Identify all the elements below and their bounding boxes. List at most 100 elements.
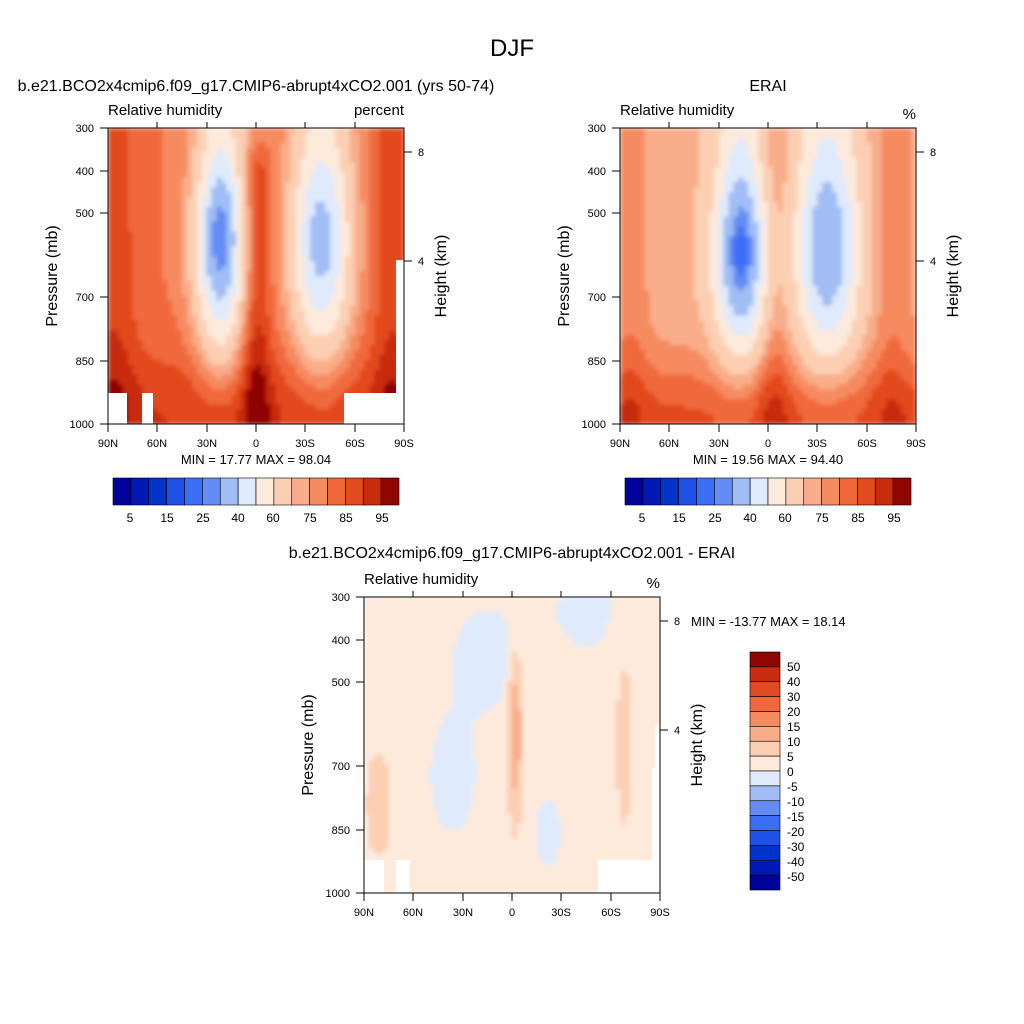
contour-cell (639, 226, 646, 233)
contour-cell (644, 202, 651, 208)
contour-cell (674, 231, 680, 238)
contour-cell (280, 241, 287, 247)
contour-cell (359, 295, 366, 302)
contour-cell (196, 167, 203, 173)
contour-cell (172, 132, 178, 139)
contour-cell (861, 211, 868, 218)
contour-cell (275, 384, 282, 391)
contour-cell (177, 350, 183, 356)
contour-cell (315, 295, 321, 302)
contour-cell (260, 192, 267, 198)
contour-cell (310, 310, 316, 317)
contour-cell (108, 211, 114, 218)
contour-cell (344, 335, 351, 341)
contour-cell (290, 350, 297, 356)
contour-cell (300, 172, 306, 178)
contour-cell (743, 216, 749, 223)
contour-cell (310, 330, 316, 336)
contour-cell (191, 320, 198, 326)
contour-cell (315, 325, 321, 331)
contour-cell (226, 364, 232, 371)
contour-cell (310, 320, 316, 326)
contour-cell (817, 128, 823, 134)
contour-cell (911, 192, 916, 198)
contour-cell (708, 162, 715, 169)
contour-cell (334, 177, 341, 183)
contour-cell (186, 335, 193, 341)
contour-cell (856, 231, 863, 238)
contour-cell (108, 256, 114, 262)
contour-cell (792, 211, 799, 218)
contour-cell (300, 394, 306, 400)
contour-cell (753, 142, 759, 149)
contour-cell (191, 177, 198, 183)
contour-cell (320, 211, 326, 218)
contour-cell (256, 276, 262, 282)
contour-cell (364, 290, 371, 297)
contour-cell (246, 162, 252, 169)
contour-cell (664, 142, 670, 149)
contour-cell (901, 197, 907, 203)
contour-cell (300, 137, 306, 144)
contour-cell (162, 192, 168, 198)
contour-cell (891, 221, 897, 228)
contour-cell (334, 226, 341, 233)
contour-cell (891, 226, 897, 233)
contour-cell (251, 359, 257, 366)
contour-cell (886, 157, 892, 164)
contour-cell (310, 419, 316, 424)
contour-cell (236, 152, 242, 159)
contour-cell (369, 226, 375, 233)
contour-cell (122, 251, 129, 257)
contour-cell (265, 340, 272, 346)
contour-cell (310, 414, 316, 420)
contour-cell (132, 221, 139, 228)
contour-cell (315, 187, 321, 193)
contour-cell (236, 202, 242, 208)
contour-cell (812, 231, 818, 238)
contour-cell (186, 290, 193, 297)
contour-cell (280, 162, 287, 169)
contour-cell (837, 216, 843, 223)
contour-cell (782, 142, 789, 149)
contour-cell (241, 305, 247, 312)
contour-cell (122, 271, 129, 277)
contour-cell (394, 211, 400, 218)
contour-cell (664, 221, 670, 228)
contour-cell (211, 305, 218, 312)
contour-cell (886, 172, 892, 178)
contour-cell (399, 192, 404, 198)
contour-cell (369, 315, 375, 321)
contour-cell (270, 241, 277, 247)
contour-cell (260, 206, 267, 213)
contour-cell (236, 300, 242, 307)
contour-cell (201, 315, 208, 321)
contour-cell (300, 384, 306, 391)
contour-cell (241, 340, 247, 346)
contour-cell (354, 226, 361, 233)
contour-cell (275, 187, 282, 193)
contour-cell (260, 419, 267, 424)
contour-cell (624, 128, 631, 134)
contour-cell (137, 359, 144, 366)
contour-cell (718, 137, 725, 144)
contour-cell (837, 192, 843, 198)
contour-cell (152, 374, 158, 381)
contour-cell (629, 162, 636, 169)
contour-cell (886, 206, 892, 213)
contour-cell (339, 162, 346, 169)
contour-cell (369, 147, 375, 154)
contour-cell (290, 280, 297, 287)
contour-cell (807, 152, 813, 159)
contour-cell (315, 182, 321, 188)
contour-cell (211, 192, 218, 198)
contour-cell (822, 142, 828, 149)
contour-cell (807, 167, 813, 173)
contour-cell (186, 187, 193, 193)
contour-cell (320, 246, 326, 252)
contour-cell (679, 187, 685, 193)
contour-cell (659, 216, 665, 223)
contour-cell (330, 409, 336, 415)
contour-cell (379, 359, 385, 366)
contour-cell (241, 350, 247, 356)
